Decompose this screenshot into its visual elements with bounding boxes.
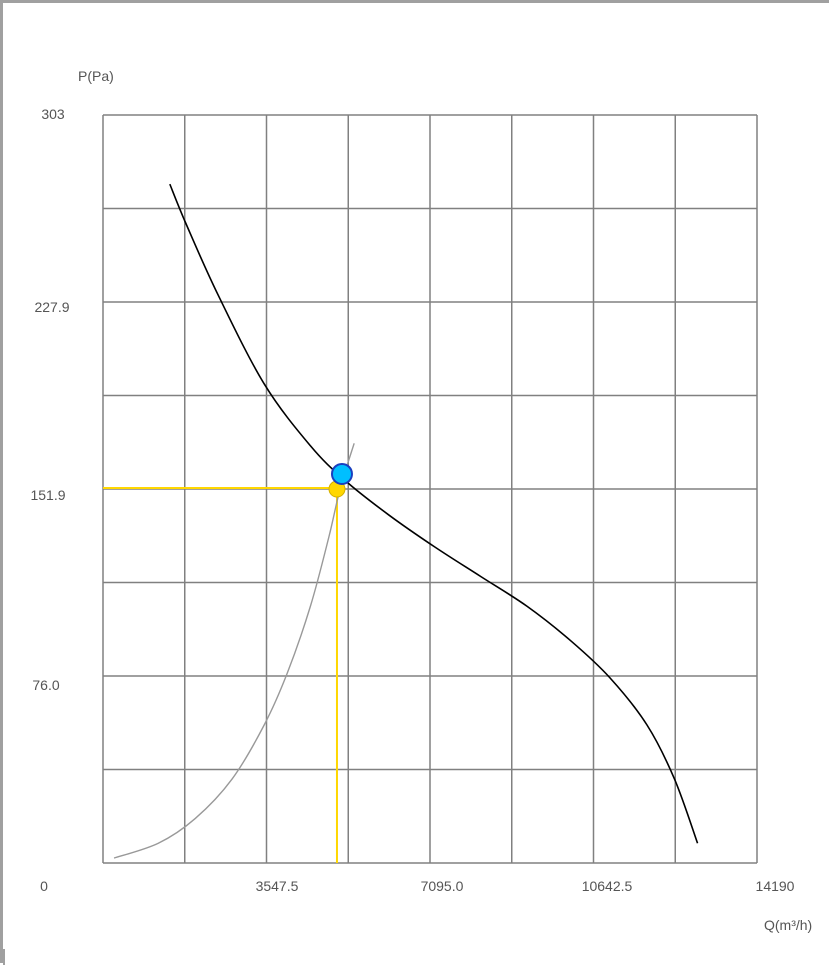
x-tick-label: 7095.0 — [421, 878, 464, 894]
system-curve — [113, 443, 355, 859]
operating-point-marker — [330, 462, 353, 485]
y-tick-label: 303 — [41, 106, 65, 122]
x-axis-label: Q(m³/h) — [764, 917, 812, 933]
x-tick-label: 10642.5 — [582, 878, 633, 894]
y-tick-label: 76.0 — [32, 677, 59, 693]
y-tick-label: 227.9 — [34, 299, 69, 315]
axis-labels: P(Pa) Q(m³/h) 0 3547.5 7095.0 10642.5 14190 3… — [30, 68, 812, 933]
y-axis-label: P(Pa) — [78, 68, 114, 84]
x-tick-label: 14190 — [756, 878, 795, 894]
point-markers — [328, 462, 353, 498]
x-tick-label: 0 — [40, 878, 48, 894]
curves — [103, 183, 699, 863]
y-tick-label: 151.9 — [30, 487, 65, 503]
grid-lines — [102, 114, 758, 864]
x-tick-label: 3547.5 — [256, 878, 299, 894]
fan-curve — [169, 183, 699, 844]
